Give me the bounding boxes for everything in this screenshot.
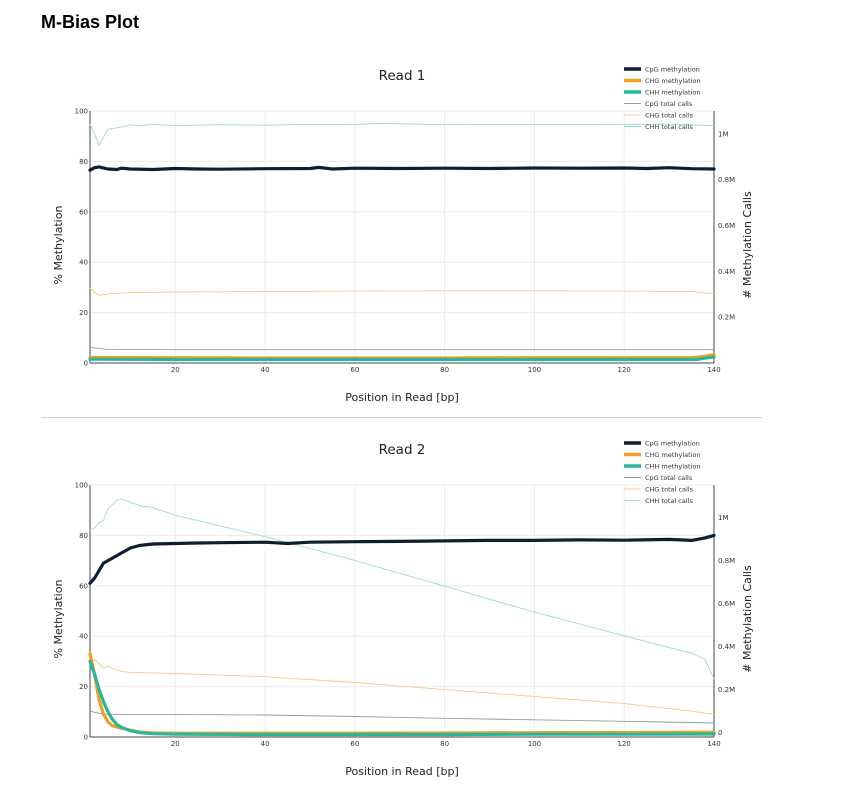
x-tick-label: 60	[350, 740, 359, 748]
y-tick-label: 80	[79, 158, 88, 166]
legend-label: CHH methylation	[645, 88, 700, 96]
legend-label: CHG methylation	[645, 77, 701, 85]
x-tick-label: 120	[618, 366, 631, 374]
series-line-cpg-total-calls	[89, 346, 715, 351]
page-title: M-Bias Plot	[41, 12, 140, 32]
grid	[90, 484, 715, 738]
y-tick-label: 20	[79, 309, 88, 317]
grid	[90, 110, 715, 364]
m-bias-chart-read-2: 20 40 60 80 100 120 140 0 20 40 60 80 100 0 0.2M 0.4M 0.…	[52, 439, 754, 778]
x-axis-label: Position in Read [bp]	[345, 391, 459, 404]
legend: CpG methylation CHG methylation CHH methyl…	[624, 439, 701, 505]
y-tick-label: 40	[79, 259, 88, 267]
x-tick-label: 80	[440, 740, 449, 748]
legend-label: CHG total calls	[645, 111, 694, 119]
series-line-chg-total-calls	[89, 288, 715, 296]
x-tick-label: 40	[261, 366, 270, 374]
legend-label: CHH total calls	[645, 497, 693, 505]
x-tick-label: 140	[707, 366, 720, 374]
y-tick-label: 0	[84, 734, 88, 742]
y-tick-label: 100	[75, 482, 88, 490]
legend-label: CHH total calls	[645, 123, 693, 131]
y-tick-label: 0	[84, 360, 88, 368]
y-tick-label: 80	[79, 532, 88, 540]
y2-tick-label: 0.4M	[718, 643, 735, 651]
chart-title: Read 2	[379, 442, 426, 458]
y2-tick-label: 0.4M	[718, 268, 735, 276]
x-tick-label: 40	[261, 740, 270, 748]
series-line-chh-total-calls	[89, 122, 715, 146]
y2-tick-label: 0.2M	[718, 686, 735, 694]
series-line-chg-total-calls	[89, 659, 715, 715]
m-bias-chart-read-1: 20 40 60 80 100 120 140 0 20 40 60 80 100 0.2M 0.4M 0.6…	[52, 65, 754, 404]
y2-axis-label: # Methylation Calls	[741, 191, 754, 299]
x-tick-label: 100	[528, 740, 541, 748]
y2-tick-label: 0.8M	[718, 557, 735, 565]
series-line-chg-methylation	[88, 352, 716, 360]
y-axis-label: % Methylation	[52, 206, 65, 285]
legend-label: CpG methylation	[645, 65, 700, 73]
x-tick-label: 20	[171, 740, 180, 748]
y-tick-label: 100	[75, 108, 88, 116]
legend-label: CpG methylation	[645, 439, 700, 447]
y2-tick-label: 0	[718, 729, 722, 737]
y2-tick-label: 0.6M	[718, 222, 735, 230]
y2-tick-label: 0.2M	[718, 314, 735, 322]
series-line-cpg-methylation	[88, 165, 716, 172]
series-line-chh-total-calls	[89, 498, 715, 680]
legend: CpG methylation CHG methylation CHH methyl…	[624, 65, 701, 131]
legend-label: CpG total calls	[645, 100, 693, 108]
x-tick-label: 60	[350, 366, 359, 374]
y-tick-label: 60	[79, 582, 88, 590]
legend-label: CHH methylation	[645, 462, 700, 470]
y-tick-label: 60	[79, 208, 88, 216]
y-axis-label: % Methylation	[52, 580, 65, 659]
x-tick-label: 20	[171, 366, 180, 374]
y-tick-label: 40	[79, 633, 88, 641]
x-tick-label: 140	[707, 740, 720, 748]
y-tick-label: 20	[79, 683, 88, 691]
series-line-cpg-total-calls	[89, 710, 715, 724]
x-axis-label: Position in Read [bp]	[345, 765, 459, 778]
x-tick-label: 120	[618, 740, 631, 748]
series-line-chh-methylation	[88, 659, 716, 737]
y2-tick-label: 1M	[718, 514, 729, 522]
y2-axis-label: # Methylation Calls	[741, 565, 754, 673]
y2-tick-label: 1M	[718, 130, 729, 138]
chart-title: Read 1	[379, 68, 426, 84]
chart-divider	[41, 417, 762, 418]
y2-tick-label: 0.8M	[718, 176, 735, 184]
x-tick-label: 80	[440, 366, 449, 374]
legend-label: CHG total calls	[645, 485, 694, 493]
x-tick-label: 100	[528, 366, 541, 374]
legend-label: CpG total calls	[645, 474, 693, 482]
series-line-chh-methylation	[88, 355, 716, 362]
y2-tick-label: 0.6M	[718, 600, 735, 608]
legend-label: CHG methylation	[645, 451, 701, 459]
series-line-cpg-methylation	[88, 533, 716, 585]
